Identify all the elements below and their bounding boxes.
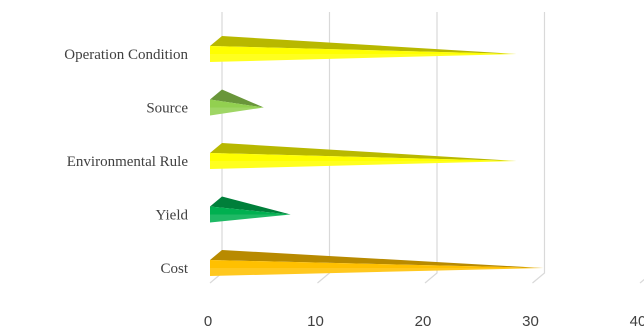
category-label: Source (146, 101, 188, 117)
bar-source (210, 89, 264, 116)
gridline (532, 12, 546, 284)
bar-operation-condition (210, 36, 517, 62)
x-tick-label: 40 (630, 313, 644, 330)
bar-yield (210, 196, 291, 223)
bars (210, 36, 544, 276)
x-tick-labels: 0 10 20 30 40 (204, 313, 644, 330)
category-label: Operation Condition (64, 47, 188, 63)
x-tick-label: 10 (307, 313, 324, 330)
category-label: Yield (156, 208, 189, 224)
x-tick-label: 20 (415, 313, 432, 330)
x-tick-label: 0 (204, 313, 212, 330)
x-tick-label: 30 (522, 313, 539, 330)
gridline (639, 278, 644, 284)
category-label: Environmental Rule (67, 154, 189, 170)
category-label: Cost (160, 261, 188, 277)
gridline (424, 12, 438, 284)
bar-environmental-rule (210, 143, 517, 169)
bar-cost (210, 250, 544, 276)
category-labels: Operation Condition Source Environmental R… (64, 47, 189, 277)
